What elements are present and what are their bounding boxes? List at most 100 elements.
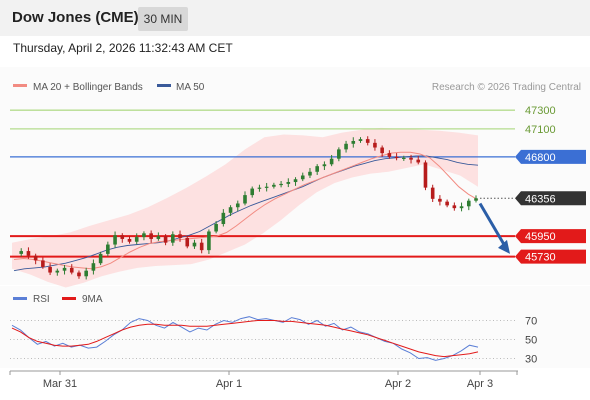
- rsi-panel: [0, 286, 590, 368]
- candle-body: [279, 183, 283, 186]
- candle-body: [84, 270, 88, 277]
- rsi-plot: 70 50 30: [10, 316, 537, 366]
- x-tick-label: Apr 1: [216, 378, 242, 390]
- candle-body: [185, 238, 190, 247]
- candle-body: [91, 263, 96, 271]
- candle-body: [387, 153, 392, 157]
- last-price-label-text: 46356: [525, 193, 556, 205]
- rsi-tick-50: 50: [525, 335, 537, 347]
- candle-body: [409, 157, 413, 160]
- candle-body: [214, 224, 218, 232]
- candle-body: [221, 212, 226, 225]
- instrument-title: Dow Jones (CME): [12, 9, 139, 26]
- support-label-45730-tag: [515, 249, 586, 264]
- candle-body: [62, 267, 67, 271]
- candle-body: [149, 233, 153, 239]
- candle-body: [337, 149, 341, 159]
- candle-body: [163, 236, 168, 243]
- candle-body: [416, 159, 421, 163]
- rsi-legend-label: RSI: [33, 294, 50, 305]
- candle-body: [250, 188, 255, 196]
- resistance-label-47300: 47300: [525, 105, 556, 117]
- candle-body: [26, 251, 31, 256]
- candle-body: [466, 200, 471, 207]
- x-axis: Mar 31 Apr 1 Apr 2 Apr 3: [9, 370, 518, 390]
- candle-body: [69, 267, 74, 273]
- candle-body: [33, 255, 38, 261]
- x-tick-label: Apr 3: [467, 378, 493, 390]
- candle-body: [235, 203, 240, 208]
- candle-body: [315, 166, 319, 172]
- candle-body: [402, 157, 406, 159]
- candle-body: [438, 198, 442, 202]
- candle-body: [300, 175, 305, 180]
- candle-body: [351, 140, 356, 144]
- candle-body: [156, 236, 161, 239]
- candle-body: [474, 198, 478, 201]
- ma50-legend-swatch: [157, 84, 171, 87]
- candle-body: [113, 235, 117, 245]
- candle-body: [207, 231, 211, 251]
- candle-body: [423, 162, 428, 188]
- rsi-legend-swatch: [13, 297, 27, 300]
- candle-body: [445, 201, 449, 206]
- rsi-tick-70: 70: [525, 316, 537, 328]
- candle-body: [380, 147, 384, 154]
- pivot-label-46800-text: 46800: [525, 152, 556, 164]
- candle-body: [358, 139, 363, 141]
- last-price-label-tag: [515, 191, 586, 206]
- candle-body: [344, 143, 348, 150]
- candle-body: [41, 260, 45, 267]
- candle-body: [272, 184, 276, 187]
- rsi-tick-30: 30: [525, 354, 537, 366]
- candle-body: [286, 182, 291, 184]
- candle-body: [106, 244, 110, 254]
- datetime-label: Thursday, April 2, 2026 11:32:43 AM CET: [13, 41, 233, 55]
- candle-body: [293, 179, 298, 183]
- ma20-legend-label: MA 20 + Bollinger Bands: [33, 82, 143, 93]
- candle-body: [452, 205, 457, 209]
- candle-body: [459, 206, 464, 209]
- forecast-arrow-shaft: [478, 202, 508, 249]
- candle-body: [329, 158, 334, 165]
- candle-body: [373, 142, 377, 148]
- candle-body: [308, 171, 312, 176]
- candle-body: [77, 272, 81, 277]
- candle-body: [19, 251, 24, 254]
- candle-body: [264, 186, 269, 188]
- header-bar: Dow Jones (CME) 30 MIN: [0, 0, 590, 36]
- rsi-ma-legend-swatch: [62, 297, 76, 300]
- candle-body: [394, 156, 399, 159]
- candle-body: [127, 238, 132, 242]
- candle-body: [257, 187, 262, 189]
- candle-body: [199, 242, 204, 251]
- ma20-legend-swatch: [13, 84, 27, 87]
- forecast-arrow-head: [498, 239, 510, 254]
- candle-body: [120, 235, 125, 239]
- rsi-ma-legend-label: 9MA: [82, 294, 103, 305]
- candle-body: [48, 266, 52, 273]
- candle-body: [430, 187, 435, 199]
- rsi-ma-line: [11, 320, 479, 358]
- candle-body: [55, 270, 60, 273]
- candle-body: [365, 139, 370, 143]
- support-label-45950-text: 45950: [525, 231, 556, 243]
- candle-body: [228, 207, 233, 213]
- support-label-45950-tag: [515, 229, 586, 244]
- candle-body: [134, 237, 139, 242]
- candle-body: [322, 164, 327, 167]
- candle-body: [243, 195, 247, 204]
- pivot-label-46800-tag: [515, 149, 586, 164]
- candle-body: [178, 234, 182, 239]
- candle-body: [192, 242, 197, 247]
- candle-body: [171, 234, 175, 243]
- resistance-label-47100: 47100: [525, 124, 556, 136]
- rsi-line: [11, 316, 479, 361]
- candle-body: [142, 233, 146, 238]
- support-label-45730-text: 45730: [525, 252, 556, 264]
- ma20-line: [13, 151, 479, 270]
- ma50-legend-label: MA 50: [176, 82, 205, 93]
- timeframe-button[interactable]: 30 MIN: [138, 7, 188, 31]
- x-tick-label: Apr 2: [385, 378, 411, 390]
